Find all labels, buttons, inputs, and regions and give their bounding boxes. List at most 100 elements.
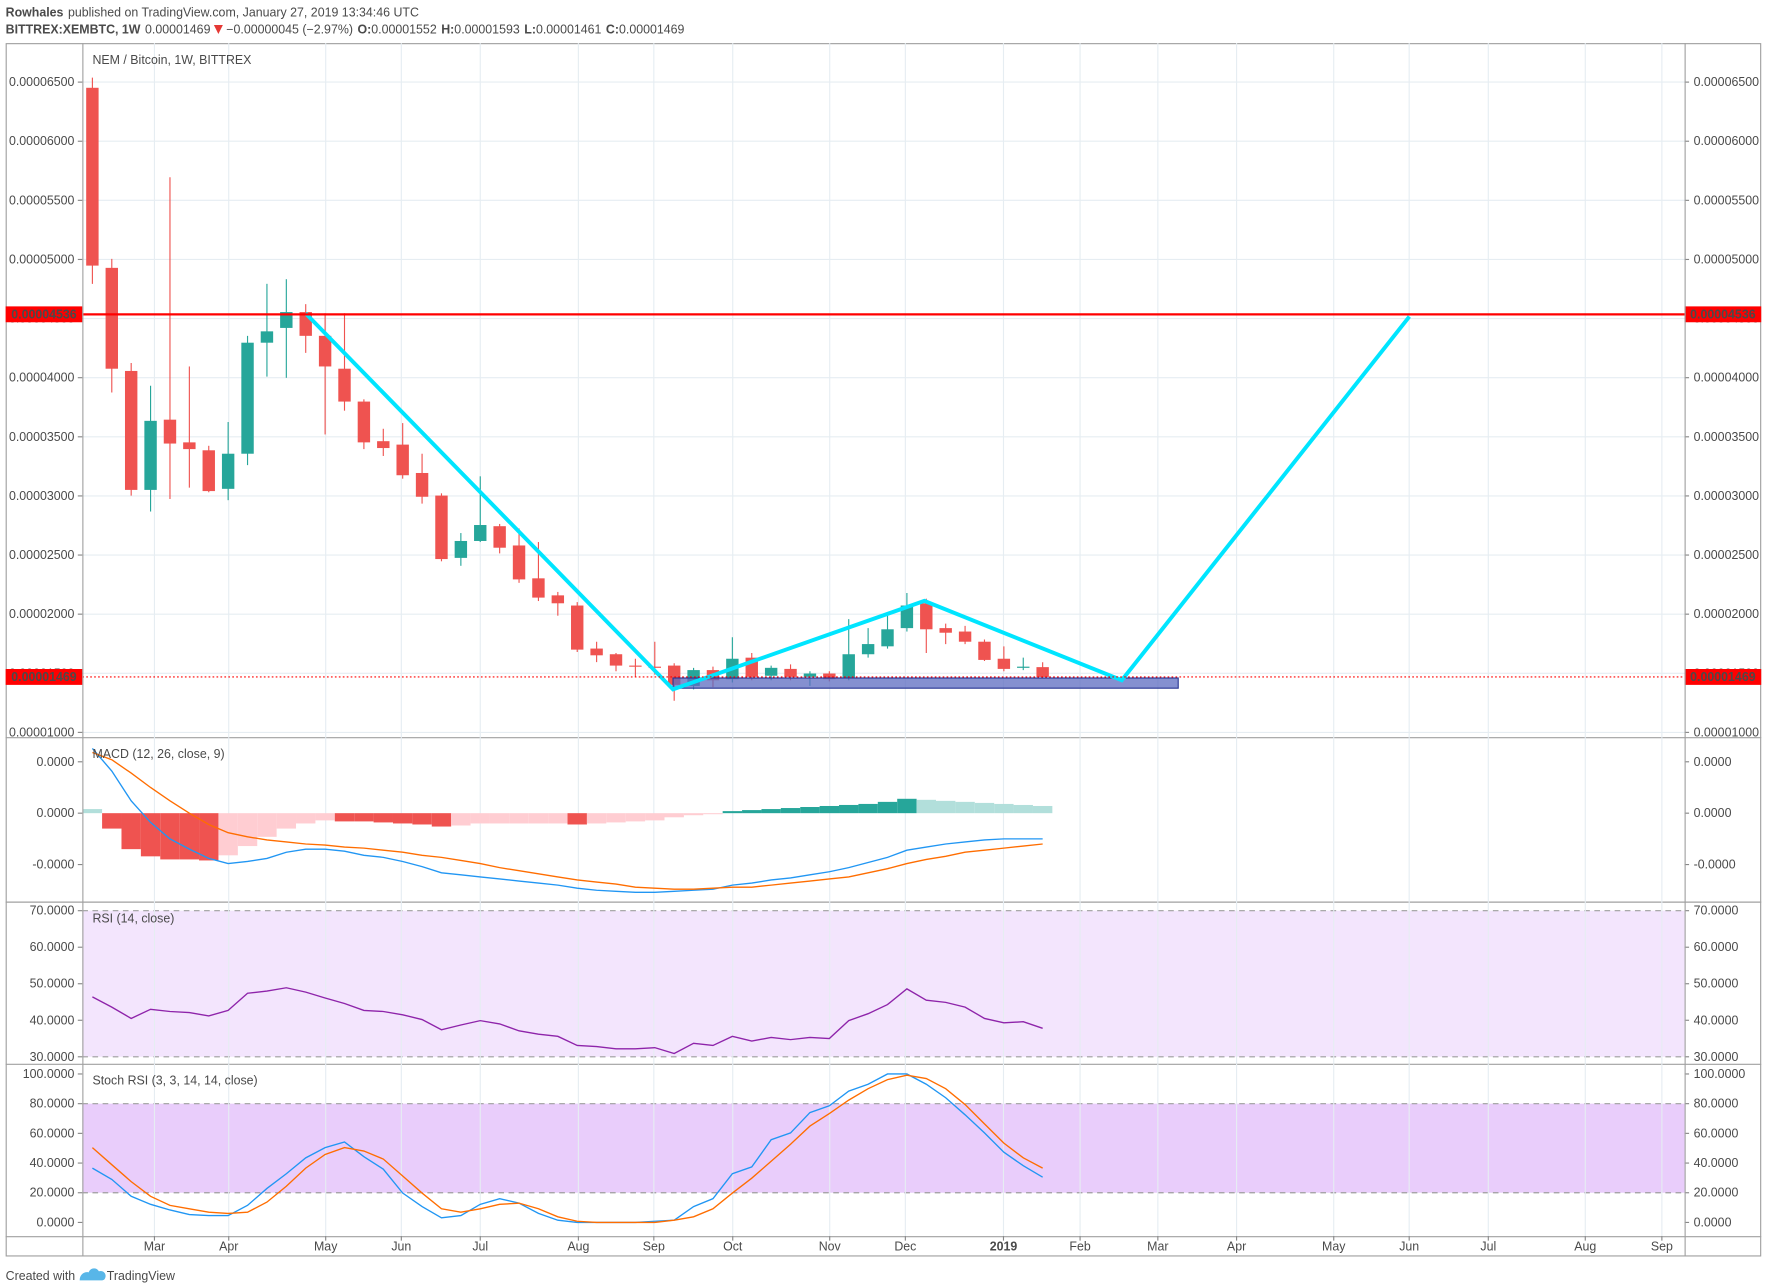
histogram-bar <box>586 813 607 824</box>
candle-body <box>881 629 894 647</box>
ohlc-value: 0.00001469 <box>619 22 685 36</box>
histogram-bar <box>140 813 161 857</box>
candle-body <box>978 641 991 660</box>
series-group <box>91 1073 1043 1224</box>
candle-body <box>997 658 1011 669</box>
pane: 30.0000 30.0000 40.0000 40.0000 50.0000 50.00… <box>5 901 1762 1065</box>
candle-body <box>435 495 448 560</box>
histogram-bar <box>121 813 141 850</box>
candle-body <box>764 667 778 676</box>
pane-title: NEM / Bitcoin, 1W, BITTREX <box>92 53 252 67</box>
price-label-box <box>1684 669 1762 685</box>
pane-title: RSI (14, close) <box>92 912 174 926</box>
indicator-line <box>92 987 1043 1055</box>
price-label-box <box>5 669 83 685</box>
y-tick-label: 0.00002500 <box>1694 548 1760 562</box>
pane-title: Stoch RSI (3, 3, 14, 14, close) <box>92 1074 257 1088</box>
ohlc-value: 0.00001552 <box>371 22 437 36</box>
histogram-bar <box>897 798 917 814</box>
series-group <box>82 747 1053 893</box>
zone-rect <box>672 677 1179 689</box>
histogram-bar <box>916 799 936 814</box>
histogram-bar <box>470 813 490 824</box>
x-tick-label: Sep <box>1651 1239 1673 1253</box>
y-tick-label: 60.0000 <box>30 1126 75 1140</box>
candle-body <box>842 654 855 679</box>
candle-body <box>163 419 177 444</box>
y-tick-label: 0.00005500 <box>9 193 75 207</box>
histogram-bar <box>354 813 374 822</box>
ohlc-value: 0.00001461 <box>536 22 602 36</box>
histogram-bar <box>237 813 258 847</box>
y-tick-label: 50.0000 <box>1694 977 1739 991</box>
candle-body <box>124 370 138 490</box>
last-price: 0.00001469 <box>145 22 211 36</box>
candle-body <box>338 368 351 402</box>
histogram-bar <box>451 813 471 826</box>
x-tick-label: Nov <box>819 1239 842 1253</box>
histogram-bar <box>1013 804 1033 814</box>
y-tick-label: 20.0000 <box>30 1186 75 1200</box>
histogram-bar <box>489 813 510 824</box>
candle-body <box>221 453 235 489</box>
indicator-line <box>91 747 1043 893</box>
histogram-bar <box>179 813 200 860</box>
price-label: 0.00001469 <box>11 670 77 684</box>
y-tick-label: 20.0000 <box>1694 1186 1739 1200</box>
candle-body <box>241 342 254 454</box>
author: Rowhales <box>6 5 64 19</box>
y-tick-label: 0.0000 <box>1694 755 1732 769</box>
y-tick-label: 0.00003500 <box>1694 430 1760 444</box>
x-tick-label: Aug <box>1574 1239 1596 1253</box>
symbol: BITTREX:XEMBTC, 1W <box>6 22 141 36</box>
candle-body <box>939 628 952 633</box>
y-tick-label: 0.00005000 <box>1694 252 1760 266</box>
y-tick-label: 0.00001000 <box>1694 725 1760 739</box>
candle-body <box>1017 666 1030 668</box>
histogram-bar <box>722 811 743 814</box>
x-tick-label: Apr <box>1227 1239 1246 1253</box>
candle-body <box>551 595 565 604</box>
series-group <box>92 987 1043 1055</box>
footer-text: Created with <box>6 1269 76 1283</box>
histogram-bar <box>819 805 840 814</box>
tradingview-logo <box>79 1268 106 1281</box>
indicator-line <box>92 1073 1043 1224</box>
pane: 0.0000 0.0000 0.0000 0.0000 -0.0000 -0.0000 MA… <box>5 737 1762 903</box>
y-tick-label: 40.0000 <box>30 1156 75 1170</box>
histogram-bar <box>935 800 956 814</box>
indicator-line <box>91 1074 1043 1224</box>
x-tick-label: Jun <box>391 1239 411 1253</box>
price-label-box <box>5 306 83 323</box>
candle-body <box>357 401 371 443</box>
y-tick-label: 0.00005500 <box>1694 193 1760 207</box>
histogram-bar <box>567 813 587 825</box>
y-tick-label: 60.0000 <box>1694 1126 1739 1140</box>
pane: 0.0000 0.0000 20.0000 20.0000 40.0000 40.0000… <box>5 1063 1762 1238</box>
candle-body <box>571 605 584 650</box>
histogram-bar <box>392 813 413 824</box>
histogram-bar <box>625 813 646 822</box>
candle-body <box>260 331 274 343</box>
y-tick-label: 50.0000 <box>30 977 75 991</box>
y-tick-label: 40.0000 <box>30 1013 75 1027</box>
candle-body <box>280 312 293 328</box>
histogram-bar <box>102 813 122 829</box>
candle-body <box>900 605 914 629</box>
y-tick-label: 0.00004000 <box>1694 371 1760 385</box>
candle-body <box>823 673 836 680</box>
histogram-bar <box>703 813 723 815</box>
candle-body <box>454 540 468 558</box>
histogram-bar <box>528 813 549 824</box>
y-tick-label: 70.0000 <box>30 904 75 918</box>
candle-body <box>629 665 642 667</box>
histogram-bar <box>606 813 626 823</box>
x-tick-label: Mar <box>144 1239 165 1253</box>
band <box>82 910 1685 1057</box>
y-tick-label: 40.0000 <box>1694 1013 1739 1027</box>
price-change: −0.00000045 (−2.97%) <box>226 22 353 36</box>
indicator-line <box>92 751 1043 890</box>
candle-body <box>1036 667 1049 677</box>
histogram-bar <box>742 810 762 814</box>
